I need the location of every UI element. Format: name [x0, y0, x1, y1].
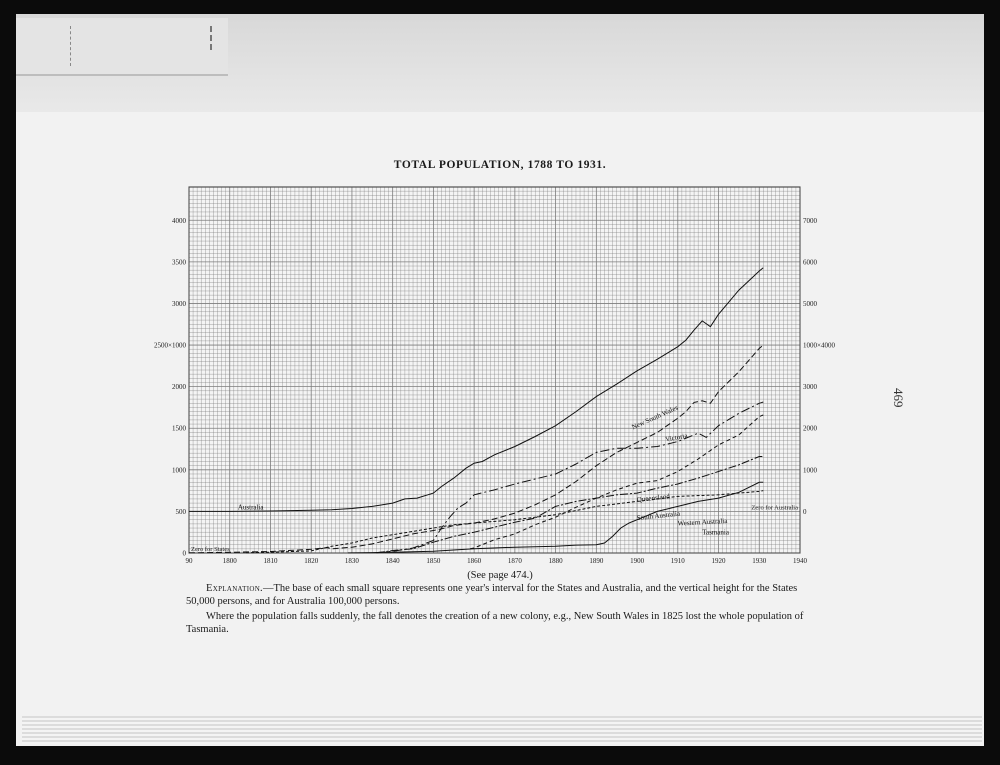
right-tick-label: 1000 — [803, 466, 818, 474]
x-tick-label: 1870 — [508, 557, 523, 565]
tab-marks-2 — [210, 26, 222, 50]
right-tick-label: 5000 — [803, 300, 818, 308]
series-line-victoria — [376, 401, 764, 554]
x-tick-label: 1880 — [549, 557, 564, 565]
explanation-block: Explanation.—The base of each small squa… — [186, 583, 806, 639]
folded-tab — [16, 18, 228, 76]
left-tick-label: 2500×1000 — [154, 342, 186, 350]
x-tick-label: 1860 — [467, 557, 482, 565]
x-tick-label: 1940 — [793, 557, 808, 565]
left-tick-label: 2000 — [172, 383, 187, 391]
x-tick-label: 1810 — [263, 557, 278, 565]
zero-australia-label: Zero for Australia — [751, 504, 798, 511]
zero-states-label: Zero for States — [191, 546, 230, 553]
x-tick-label: 1840 — [386, 557, 401, 565]
series-line-south-australia — [376, 456, 764, 554]
right-tick-label: 6000 — [803, 258, 818, 266]
grid-lines — [188, 186, 801, 554]
x-tick-label: 1820 — [304, 557, 319, 565]
series-label-australia: Australia — [238, 504, 265, 512]
x-tick-label: 90 — [186, 557, 194, 565]
left-tick-label: 0 — [183, 550, 187, 558]
chart-title: TOTAL POPULATION, 1788 TO 1931. — [393, 159, 607, 171]
series-label-queensland: Queensland — [636, 492, 670, 503]
x-tick-label: 1900 — [630, 557, 645, 565]
x-tick-label: 1910 — [671, 557, 686, 565]
see-page-note: (See page 474.) — [467, 570, 533, 581]
explanation-para-2: Where the population falls suddenly, the… — [186, 611, 804, 635]
right-tick-label: 1000×4000 — [803, 342, 835, 350]
left-tick-label: 1500 — [172, 425, 187, 433]
explanation-heading: Explanation. — [206, 583, 263, 594]
right-tick-label: 3000 — [803, 383, 818, 391]
left-tick-label: 4000 — [172, 217, 187, 225]
x-tick-label: 1850 — [426, 557, 441, 565]
explanation-para-1: Explanation.—The base of each small squa… — [186, 583, 806, 608]
series-line-tasmania — [245, 490, 764, 554]
series-label-tasmania: Tasmania — [702, 529, 730, 537]
x-tick-label: 1800 — [223, 557, 238, 565]
right-tick-label: 7000 — [803, 217, 818, 225]
x-tick-label: 1920 — [712, 557, 727, 565]
right-tick-label: 0 — [803, 508, 807, 516]
explanation-text-1: —The base of each small square represent… — [186, 583, 798, 607]
tab-marks — [70, 26, 91, 66]
series-line-new-south-wales — [188, 344, 764, 554]
left-tick-label: 500 — [176, 508, 187, 516]
page-number: 469 — [891, 388, 906, 408]
x-tick-label: 1890 — [589, 557, 604, 565]
x-tick-label: 1830 — [345, 557, 360, 565]
series-label-western-australia: Western Australia — [677, 517, 728, 528]
series-line-western-australia — [347, 481, 764, 554]
series-label-victoria: Victoria — [665, 432, 689, 444]
page-stack-edge — [22, 716, 982, 744]
left-tick-label: 1000 — [172, 466, 187, 474]
x-tick-label: 1930 — [752, 557, 767, 565]
left-tick-label: 3000 — [172, 300, 187, 308]
left-tick-label: 3500 — [172, 258, 187, 266]
series-line-australia — [189, 267, 764, 512]
right-tick-label: 2000 — [803, 425, 818, 433]
